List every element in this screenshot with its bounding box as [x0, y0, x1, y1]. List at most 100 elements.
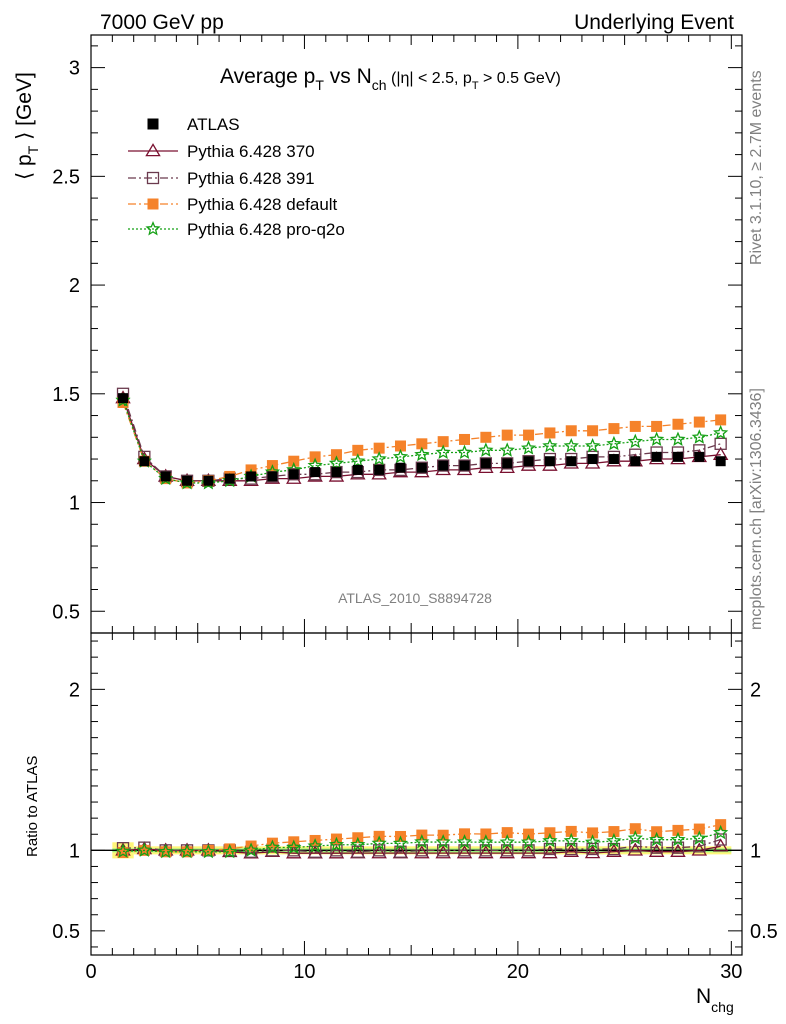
data-point [331, 467, 342, 478]
data-point [586, 842, 599, 856]
data-point [565, 825, 577, 837]
data-point [145, 143, 161, 157]
data-point [372, 844, 386, 857]
data-point [627, 842, 644, 856]
data-point [608, 454, 619, 465]
data-point [438, 460, 449, 471]
data-point [501, 827, 513, 839]
data-point [373, 442, 385, 454]
data-point [479, 457, 493, 470]
data-point [264, 839, 281, 854]
series-line-top [122, 402, 721, 484]
data-point [414, 845, 430, 859]
data-point [394, 440, 406, 452]
data-point [136, 842, 152, 857]
data-point [563, 437, 579, 453]
data-point [693, 823, 705, 835]
legend-label-atlas: ATLAS [187, 115, 240, 134]
reference-series [118, 393, 726, 486]
data-point [330, 449, 342, 461]
data-point [606, 435, 622, 451]
data-point [651, 420, 663, 432]
data-point [478, 834, 494, 849]
data-point [158, 843, 174, 859]
y-tick-label-top: 2 [69, 275, 80, 297]
data-point [523, 429, 535, 441]
data-point [372, 463, 386, 477]
data-point [715, 414, 727, 426]
data-point [523, 456, 534, 467]
data-point [713, 824, 729, 840]
plot-series [115, 387, 729, 859]
series-2 [117, 396, 727, 859]
data-point [118, 393, 129, 404]
data-point [520, 440, 537, 455]
data-point [437, 436, 449, 448]
data-point [715, 456, 726, 467]
data-point [139, 456, 150, 467]
data-point [520, 834, 537, 849]
y-tick-label-top: 3 [69, 58, 80, 80]
data-point [288, 455, 300, 467]
y-tick-label-bottom: 0.5 [52, 921, 80, 943]
data-point [480, 458, 491, 469]
data-point [371, 451, 387, 466]
data-point [565, 425, 577, 437]
series-line-ratio [122, 838, 721, 853]
chart-title: Average pT vs Nch (|η| < 2.5, pT > 0.5 G… [220, 65, 561, 93]
data-point [501, 457, 514, 470]
data-point [352, 444, 364, 456]
data-point [352, 464, 363, 475]
data-point [693, 416, 705, 428]
data-point [648, 431, 665, 446]
data-point [520, 845, 537, 859]
data-point [146, 171, 160, 185]
data-point [245, 840, 257, 852]
data-point [351, 845, 364, 858]
x-tick-label: 10 [293, 961, 315, 983]
data-point [714, 833, 727, 846]
data-point [608, 826, 620, 838]
data-point [145, 220, 161, 236]
x-axis-label: Nchg [696, 985, 734, 1015]
data-point [713, 424, 729, 440]
data-point [608, 423, 620, 435]
y-tick-label-top: 0.5 [52, 601, 80, 623]
header-left: 7000 GeV pp [100, 11, 224, 34]
data-point [435, 845, 451, 859]
data-point [147, 198, 159, 210]
data-point [584, 834, 601, 849]
y-tick-label-bottom-right: 2 [750, 679, 761, 701]
data-point [478, 442, 494, 457]
data-point [350, 836, 366, 852]
y-tick-label-top: 1.5 [52, 384, 80, 406]
data-point [670, 831, 686, 847]
data-point [200, 843, 217, 859]
data-point [328, 845, 345, 859]
data-point [691, 830, 707, 845]
data-point [480, 431, 492, 443]
data-point [456, 845, 473, 859]
data-point [392, 448, 409, 464]
data-point [563, 832, 579, 848]
data-point [203, 475, 214, 486]
data-point [328, 455, 345, 470]
y-tick-label-top: 2.5 [52, 166, 80, 188]
data-point [160, 471, 171, 482]
data-point [371, 835, 387, 850]
data-point [694, 451, 705, 462]
data-point [246, 471, 257, 482]
data-point [416, 462, 427, 473]
data-point [307, 838, 323, 853]
data-point [502, 458, 513, 469]
x-tick-label: 20 [507, 961, 529, 983]
y-tick-label-bottom: 2 [69, 679, 80, 701]
y-tick-label-bottom: 1 [69, 840, 80, 862]
analysis-watermark: ATLAS_2010_S8894728 [338, 590, 492, 606]
legend-label: Pythia 6.428 391 [187, 169, 315, 188]
legend-label: Pythia 6.428 pro-q2o [187, 220, 345, 239]
data-point [392, 835, 409, 850]
data-point [371, 845, 387, 859]
data-point [243, 842, 259, 857]
tick-labels: 0 10 20 30 0.5 1 1.5 2 2.5 3 0.5 0.5 1 1 2 2 [52, 58, 778, 983]
